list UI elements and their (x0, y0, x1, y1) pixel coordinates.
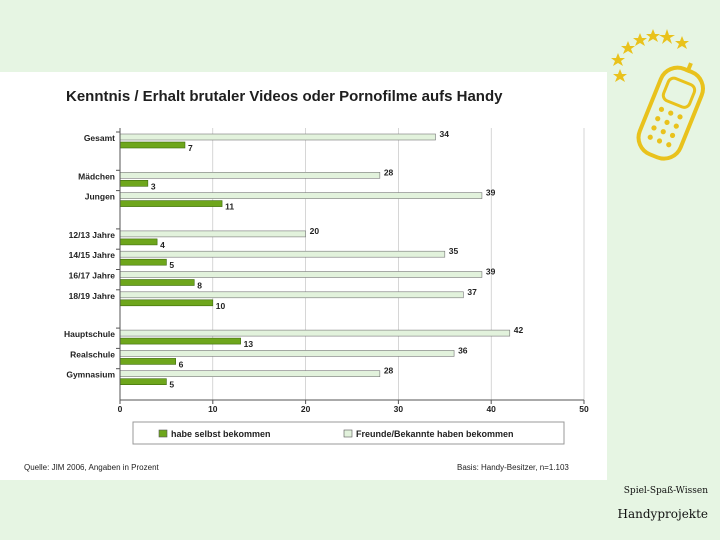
bar-selbst-9 (119, 378, 167, 386)
phone-icon (636, 62, 705, 161)
legend: habe selbst bekommen Freunde/Bekannte ha… (132, 421, 565, 445)
bar-selbst-8 (119, 358, 176, 365)
footer-title: Handyprojekte (617, 507, 708, 521)
legend-swatch-selbst (158, 429, 168, 438)
legend-label-freunde: Freunde/Bekannte haben bekommen (356, 429, 514, 439)
value-label-selbst: 3 (151, 181, 156, 191)
bar-freunde-6 (119, 291, 464, 299)
value-label-freunde: 39 (486, 188, 496, 198)
category-label: 12/13 Jahre (69, 230, 116, 240)
value-label-selbst: 8 (197, 281, 202, 291)
bar-freunde-7 (119, 329, 511, 337)
category-label: Gymnasium (66, 370, 115, 380)
footer-tagline: Spiel-Spaß-Wissen (623, 486, 708, 496)
top-band (0, 0, 607, 72)
label-layer: 34 7 Gesamt 28 3 Mädchen 39 11 Jungen 20 4 12/13 Ja… (64, 129, 524, 390)
grid-layer (212, 128, 585, 400)
bar-freunde-9 (119, 370, 381, 378)
category-label: Jungen (85, 192, 115, 202)
bar-freunde-4 (119, 250, 446, 258)
bar-selbst-5 (119, 279, 195, 286)
value-label-freunde: 42 (514, 325, 524, 335)
category-label: Hauptschule (64, 329, 115, 339)
value-label-freunde: 28 (384, 366, 394, 376)
value-label-selbst: 11 (225, 202, 234, 212)
value-label-freunde: 34 (440, 129, 450, 139)
bar-selbst-4 (119, 258, 167, 266)
category-label: Mädchen (78, 171, 115, 181)
bar-selbst-6 (119, 299, 214, 307)
legend-label-selbst: habe selbst bekommen (171, 429, 271, 439)
x-tick-label: 30 (394, 404, 404, 414)
x-axis-ticks: 0 10 20 30 40 50 (116, 131, 589, 414)
category-label: 16/17 Jahre (69, 271, 116, 281)
category-label: 18/19 Jahre (69, 291, 116, 301)
bar-selbst-1 (119, 180, 149, 187)
value-label-selbst: 7 (188, 143, 193, 153)
chart-title: Kenntnis / Erhalt brutaler Videos oder P… (66, 88, 503, 105)
x-tick-label: 50 (579, 404, 589, 414)
bottom-band (0, 480, 607, 540)
value-label-selbst: 5 (169, 260, 174, 270)
stars-and-phone-logo (611, 29, 705, 161)
x-tick-label: 0 (118, 404, 123, 414)
bar-selbst-0 (119, 141, 186, 149)
category-label: Realschule (70, 349, 115, 359)
value-label-selbst: 5 (169, 380, 174, 390)
value-label-selbst: 6 (179, 359, 184, 369)
bar-freunde-5 (119, 271, 483, 278)
value-label-freunde: 37 (467, 287, 477, 297)
category-label: Gesamt (84, 133, 115, 143)
legend-swatch-freunde (343, 429, 353, 438)
value-label-freunde: 36 (458, 345, 468, 355)
stars-icon (611, 29, 689, 82)
category-label: 14/15 Jahre (69, 250, 116, 260)
value-label-selbst: 4 (160, 240, 165, 250)
sample-base-note: Basis: Handy-Besitzer, n=1.103 (457, 463, 569, 472)
bar-freunde-8 (119, 350, 455, 357)
x-tick-label: 40 (486, 404, 496, 414)
value-label-freunde: 20 (310, 226, 320, 236)
bar-chart: 34 7 Gesamt 28 3 Mädchen 39 11 Jungen 20 4 12/13 Ja… (64, 128, 589, 445)
source-note: Quelle: JIM 2006, Angaben in Prozent (24, 463, 159, 472)
bar-freunde-1 (119, 172, 381, 179)
bar-freunde-0 (119, 133, 436, 141)
bar-layer (119, 133, 511, 386)
x-tick-label: 10 (208, 404, 218, 414)
bar-selbst-2 (119, 200, 223, 207)
bar-selbst-7 (119, 337, 241, 345)
x-tick-label: 20 (301, 404, 311, 414)
bar-freunde-3 (119, 230, 306, 238)
bar-selbst-3 (119, 238, 158, 246)
value-label-selbst: 13 (244, 339, 254, 349)
value-label-freunde: 39 (486, 267, 496, 277)
bar-freunde-2 (119, 192, 483, 199)
value-label-selbst: 10 (216, 301, 226, 311)
value-label-freunde: 35 (449, 246, 459, 256)
value-label-freunde: 28 (384, 167, 394, 177)
